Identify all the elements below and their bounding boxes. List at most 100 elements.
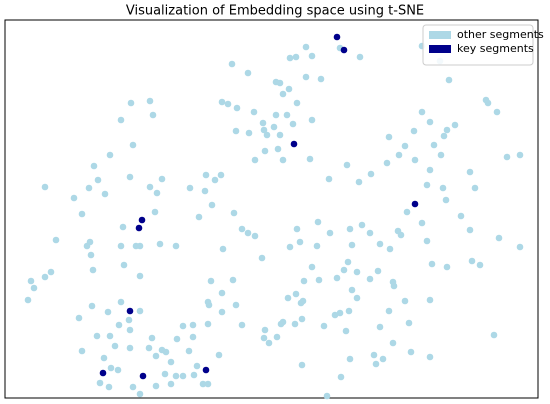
point <box>145 344 153 352</box>
point <box>346 225 354 233</box>
point <box>367 170 375 178</box>
point <box>493 108 501 116</box>
point <box>126 307 134 315</box>
point <box>260 126 268 134</box>
point <box>366 275 374 283</box>
point <box>179 322 187 330</box>
point <box>403 208 411 216</box>
point <box>106 151 114 159</box>
point <box>345 307 353 315</box>
point <box>100 354 108 362</box>
point <box>211 176 219 184</box>
point <box>326 229 334 237</box>
point <box>401 297 409 305</box>
point <box>199 380 207 388</box>
point <box>173 335 181 343</box>
point <box>286 54 294 62</box>
point <box>445 76 453 84</box>
point <box>87 251 95 259</box>
point <box>302 43 310 51</box>
point <box>260 334 268 342</box>
point <box>313 242 321 250</box>
point <box>277 320 285 328</box>
point <box>385 133 393 141</box>
point <box>320 322 328 330</box>
point <box>340 46 348 54</box>
point <box>218 98 226 106</box>
point <box>148 334 156 342</box>
point <box>366 229 374 237</box>
point <box>104 308 112 316</box>
point <box>126 344 134 352</box>
point <box>376 323 384 331</box>
point <box>41 183 49 191</box>
point <box>88 302 96 310</box>
point <box>136 242 144 250</box>
legend-label: other segments <box>457 28 544 41</box>
point <box>218 308 226 316</box>
point <box>162 348 170 356</box>
point <box>99 369 107 377</box>
point <box>185 347 193 355</box>
point <box>136 307 144 315</box>
point <box>411 156 419 164</box>
chart-title: Visualization of Embedding space using t… <box>126 4 424 19</box>
point <box>195 213 203 221</box>
point <box>503 153 511 161</box>
point <box>376 240 384 248</box>
point <box>120 261 128 269</box>
point <box>292 53 300 61</box>
point <box>290 140 298 148</box>
point <box>90 162 98 170</box>
point <box>272 111 280 119</box>
point <box>443 263 451 271</box>
point <box>89 266 97 274</box>
point <box>426 166 434 174</box>
point <box>189 321 197 329</box>
point <box>308 263 316 271</box>
point <box>342 327 350 335</box>
point <box>289 120 297 128</box>
point <box>224 100 232 108</box>
point <box>238 225 246 233</box>
point <box>298 315 306 323</box>
point <box>308 116 316 124</box>
point <box>298 361 306 369</box>
point <box>333 274 341 282</box>
point <box>468 257 476 265</box>
point <box>314 218 322 226</box>
point <box>229 276 237 284</box>
point <box>279 90 287 98</box>
point <box>107 364 115 372</box>
point <box>442 196 450 204</box>
point <box>344 258 352 266</box>
point <box>151 208 159 216</box>
point <box>407 348 415 356</box>
point <box>156 240 164 248</box>
point <box>270 123 278 131</box>
point <box>189 333 197 341</box>
point <box>30 284 38 292</box>
point <box>279 156 287 164</box>
point <box>115 321 123 329</box>
point <box>283 111 291 119</box>
point <box>390 282 398 290</box>
point <box>146 183 154 191</box>
point <box>284 294 292 302</box>
point <box>516 243 524 251</box>
point <box>495 234 503 242</box>
point <box>297 299 305 307</box>
point <box>476 261 484 269</box>
point <box>136 272 144 280</box>
point <box>274 145 282 153</box>
point <box>24 296 32 304</box>
point <box>348 286 356 294</box>
point <box>358 221 366 229</box>
point <box>78 347 86 355</box>
point <box>126 326 134 334</box>
point <box>233 104 241 112</box>
point <box>418 219 426 227</box>
point <box>85 184 93 192</box>
point <box>204 298 212 306</box>
point <box>484 99 492 107</box>
